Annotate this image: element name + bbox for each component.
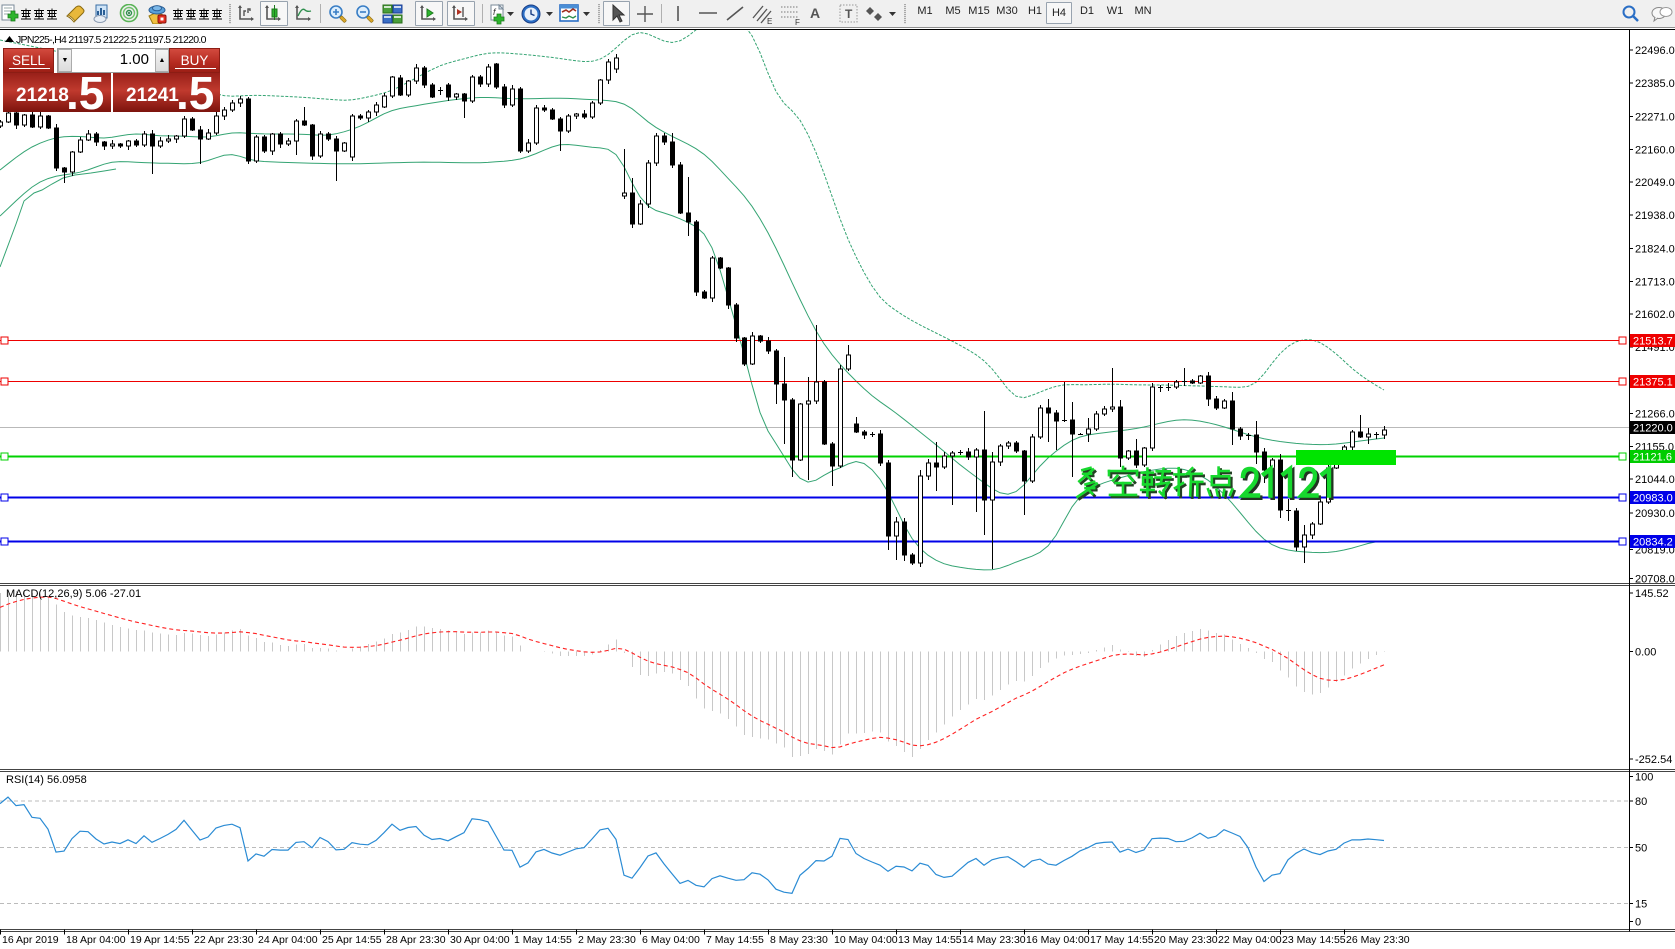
- svg-text:F: F: [795, 18, 800, 26]
- svg-text:21713.0: 21713.0: [1635, 276, 1675, 288]
- svg-text:MACD(12,26,9) 5.06 -27.01: MACD(12,26,9) 5.06 -27.01: [6, 588, 141, 600]
- svg-text:21824.0: 21824.0: [1635, 244, 1675, 256]
- svg-text:22496.0: 22496.0: [1635, 45, 1675, 57]
- svg-text:JPN225-,H4 21197.5 21222.5 21: JPN225-,H4 21197.5 21222.5 21197.5 21220…: [16, 34, 207, 46]
- svg-text:0: 0: [1635, 917, 1641, 929]
- svg-text:15: 15: [1635, 899, 1647, 911]
- svg-text:100: 100: [1635, 772, 1653, 784]
- svg-text:22271.0: 22271.0: [1635, 112, 1675, 124]
- svg-text:2 May 23:30: 2 May 23:30: [578, 934, 636, 946]
- svg-text:16 May 04:00: 16 May 04:00: [1026, 934, 1090, 946]
- svg-text:16 Apr 2019: 16 Apr 2019: [2, 934, 59, 946]
- svg-text:10 May 04:00: 10 May 04:00: [834, 934, 898, 946]
- svg-text:21044.0: 21044.0: [1635, 474, 1675, 486]
- svg-text:21375.1: 21375.1: [1633, 377, 1673, 389]
- svg-text:145.52: 145.52: [1635, 588, 1669, 600]
- svg-text:8 May 23:30: 8 May 23:30: [770, 934, 828, 946]
- svg-text:26 May 23:30: 26 May 23:30: [1346, 934, 1410, 946]
- svg-text:21938.0: 21938.0: [1635, 210, 1675, 222]
- svg-text:20930.0: 20930.0: [1635, 508, 1675, 520]
- svg-text:22160.0: 22160.0: [1635, 144, 1675, 156]
- svg-text:21266.0: 21266.0: [1635, 409, 1675, 421]
- svg-text:6 May 04:00: 6 May 04:00: [642, 934, 700, 946]
- svg-text:20708.0: 20708.0: [1635, 573, 1675, 585]
- svg-text:22049.0: 22049.0: [1635, 177, 1675, 189]
- svg-text:13 May 14:55: 13 May 14:55: [898, 934, 962, 946]
- svg-text:14 May 23:30: 14 May 23:30: [962, 934, 1026, 946]
- svg-text:18 Apr 04:00: 18 Apr 04:00: [66, 934, 126, 946]
- svg-text:21602.0: 21602.0: [1635, 309, 1675, 321]
- svg-text:RSI(14) 56.0958: RSI(14) 56.0958: [6, 774, 87, 786]
- svg-text:E: E: [767, 17, 772, 26]
- svg-text:f: f: [493, 7, 497, 17]
- svg-text:20983.0: 20983.0: [1633, 493, 1673, 505]
- svg-text:28 Apr 23:30: 28 Apr 23:30: [386, 934, 446, 946]
- svg-text:17 May 14:55: 17 May 14:55: [1090, 934, 1154, 946]
- svg-text:7 May 14:55: 7 May 14:55: [706, 934, 764, 946]
- svg-text:20 May 23:30: 20 May 23:30: [1154, 934, 1218, 946]
- svg-text:19 Apr 14:55: 19 Apr 14:55: [130, 934, 190, 946]
- svg-text:22 May 04:00: 22 May 04:00: [1218, 934, 1282, 946]
- svg-text:20834.2: 20834.2: [1633, 537, 1673, 549]
- svg-text:1 May 14:55: 1 May 14:55: [514, 934, 572, 946]
- svg-text:22385.0: 22385.0: [1635, 78, 1675, 90]
- svg-text:21121.6: 21121.6: [1633, 452, 1672, 464]
- svg-text:25 Apr 14:55: 25 Apr 14:55: [322, 934, 382, 946]
- svg-text:22 Apr 23:30: 22 Apr 23:30: [194, 934, 254, 946]
- svg-text:30 Apr 04:00: 30 Apr 04:00: [450, 934, 510, 946]
- svg-text:21220.0: 21220.0: [1633, 423, 1673, 435]
- svg-text:0.00: 0.00: [1635, 647, 1656, 659]
- svg-text:-252.54: -252.54: [1635, 754, 1672, 766]
- svg-text:T: T: [845, 7, 853, 21]
- svg-text:50: 50: [1635, 842, 1647, 854]
- svg-text:24 Apr 04:00: 24 Apr 04:00: [258, 934, 318, 946]
- svg-text:23 May 14:55: 23 May 14:55: [1282, 934, 1346, 946]
- svg-text:80: 80: [1635, 796, 1647, 808]
- svg-text:21513.7: 21513.7: [1633, 336, 1673, 348]
